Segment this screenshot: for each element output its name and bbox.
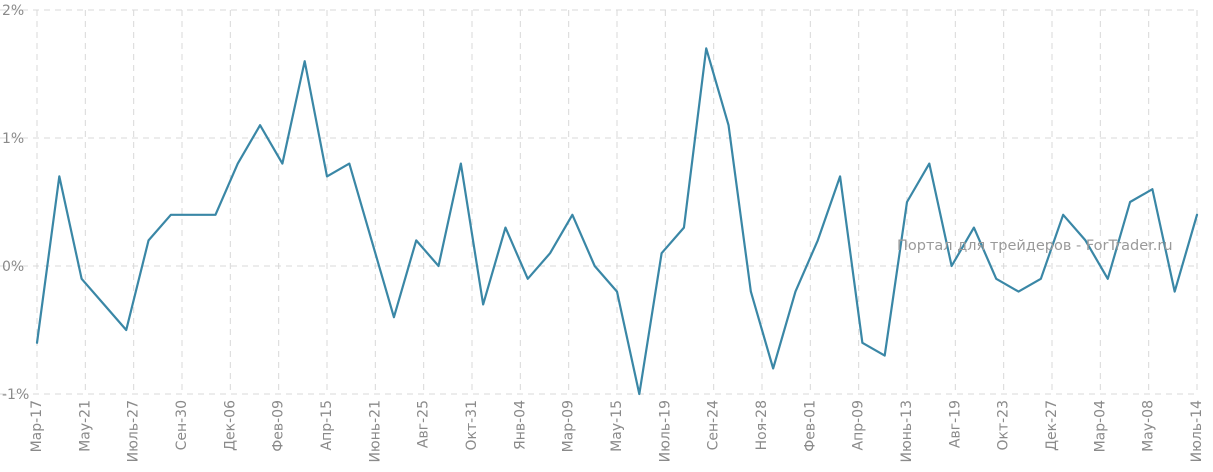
x-tick-label: Мау-15 [609, 400, 625, 452]
x-tick-label: Апр-09 [851, 400, 867, 450]
y-tick-label: 0% [2, 259, 24, 275]
x-tick-label: Авг-25 [416, 400, 432, 448]
x-axis-ticks: Мар-17 Мау-21 Июль-27 Сен-30 Дек-06 Фев-09 Апр… [29, 400, 1205, 463]
x-tick-label: Мау-08 [1141, 400, 1157, 452]
y-tick-label: 2% [2, 3, 24, 19]
series-line [35, 47, 1199, 396]
x-tick-label: Фев-09 [271, 400, 287, 452]
x-tick-label: Июль-19 [657, 400, 673, 462]
x-tick-label: Мар-09 [561, 400, 577, 452]
x-tick-label: Мар-04 [1092, 400, 1108, 453]
x-tick-label: Мау-21 [77, 400, 93, 452]
x-tick-label: Дек-27 [1044, 400, 1060, 451]
x-tick-label: Июнь-21 [367, 400, 383, 463]
y-tick-label: 1% [2, 131, 24, 147]
series [35, 47, 1199, 396]
x-tick-label: Апр-15 [319, 400, 335, 450]
x-tick-label: Дек-06 [222, 400, 238, 451]
x-tick-label: Сен-24 [706, 400, 722, 451]
watermark-text: Портал для трейдеров - ForTrader.ru [897, 238, 1173, 254]
x-tick-label: Июль-14 [1189, 400, 1205, 462]
x-tick-label: Ноя-28 [754, 400, 770, 450]
grid [0, 9, 1198, 395]
y-axis-ticks: -1% 0% 1% 2% [2, 3, 29, 403]
x-tick-label: Сен-30 [174, 400, 190, 450]
x-tick-label: Авг-19 [947, 400, 963, 448]
x-tick-label: Янв-04 [512, 400, 528, 450]
x-tick-label: Мар-17 [29, 400, 45, 452]
x-tick-label: Июнь-13 [899, 400, 915, 463]
x-tick-label: Окт-23 [996, 400, 1012, 451]
y-tick-label: -1% [2, 387, 29, 403]
x-tick-label: Окт-31 [464, 400, 480, 451]
x-tick-label: Июль-27 [126, 400, 142, 462]
x-tick-label: Фев-01 [802, 400, 818, 452]
